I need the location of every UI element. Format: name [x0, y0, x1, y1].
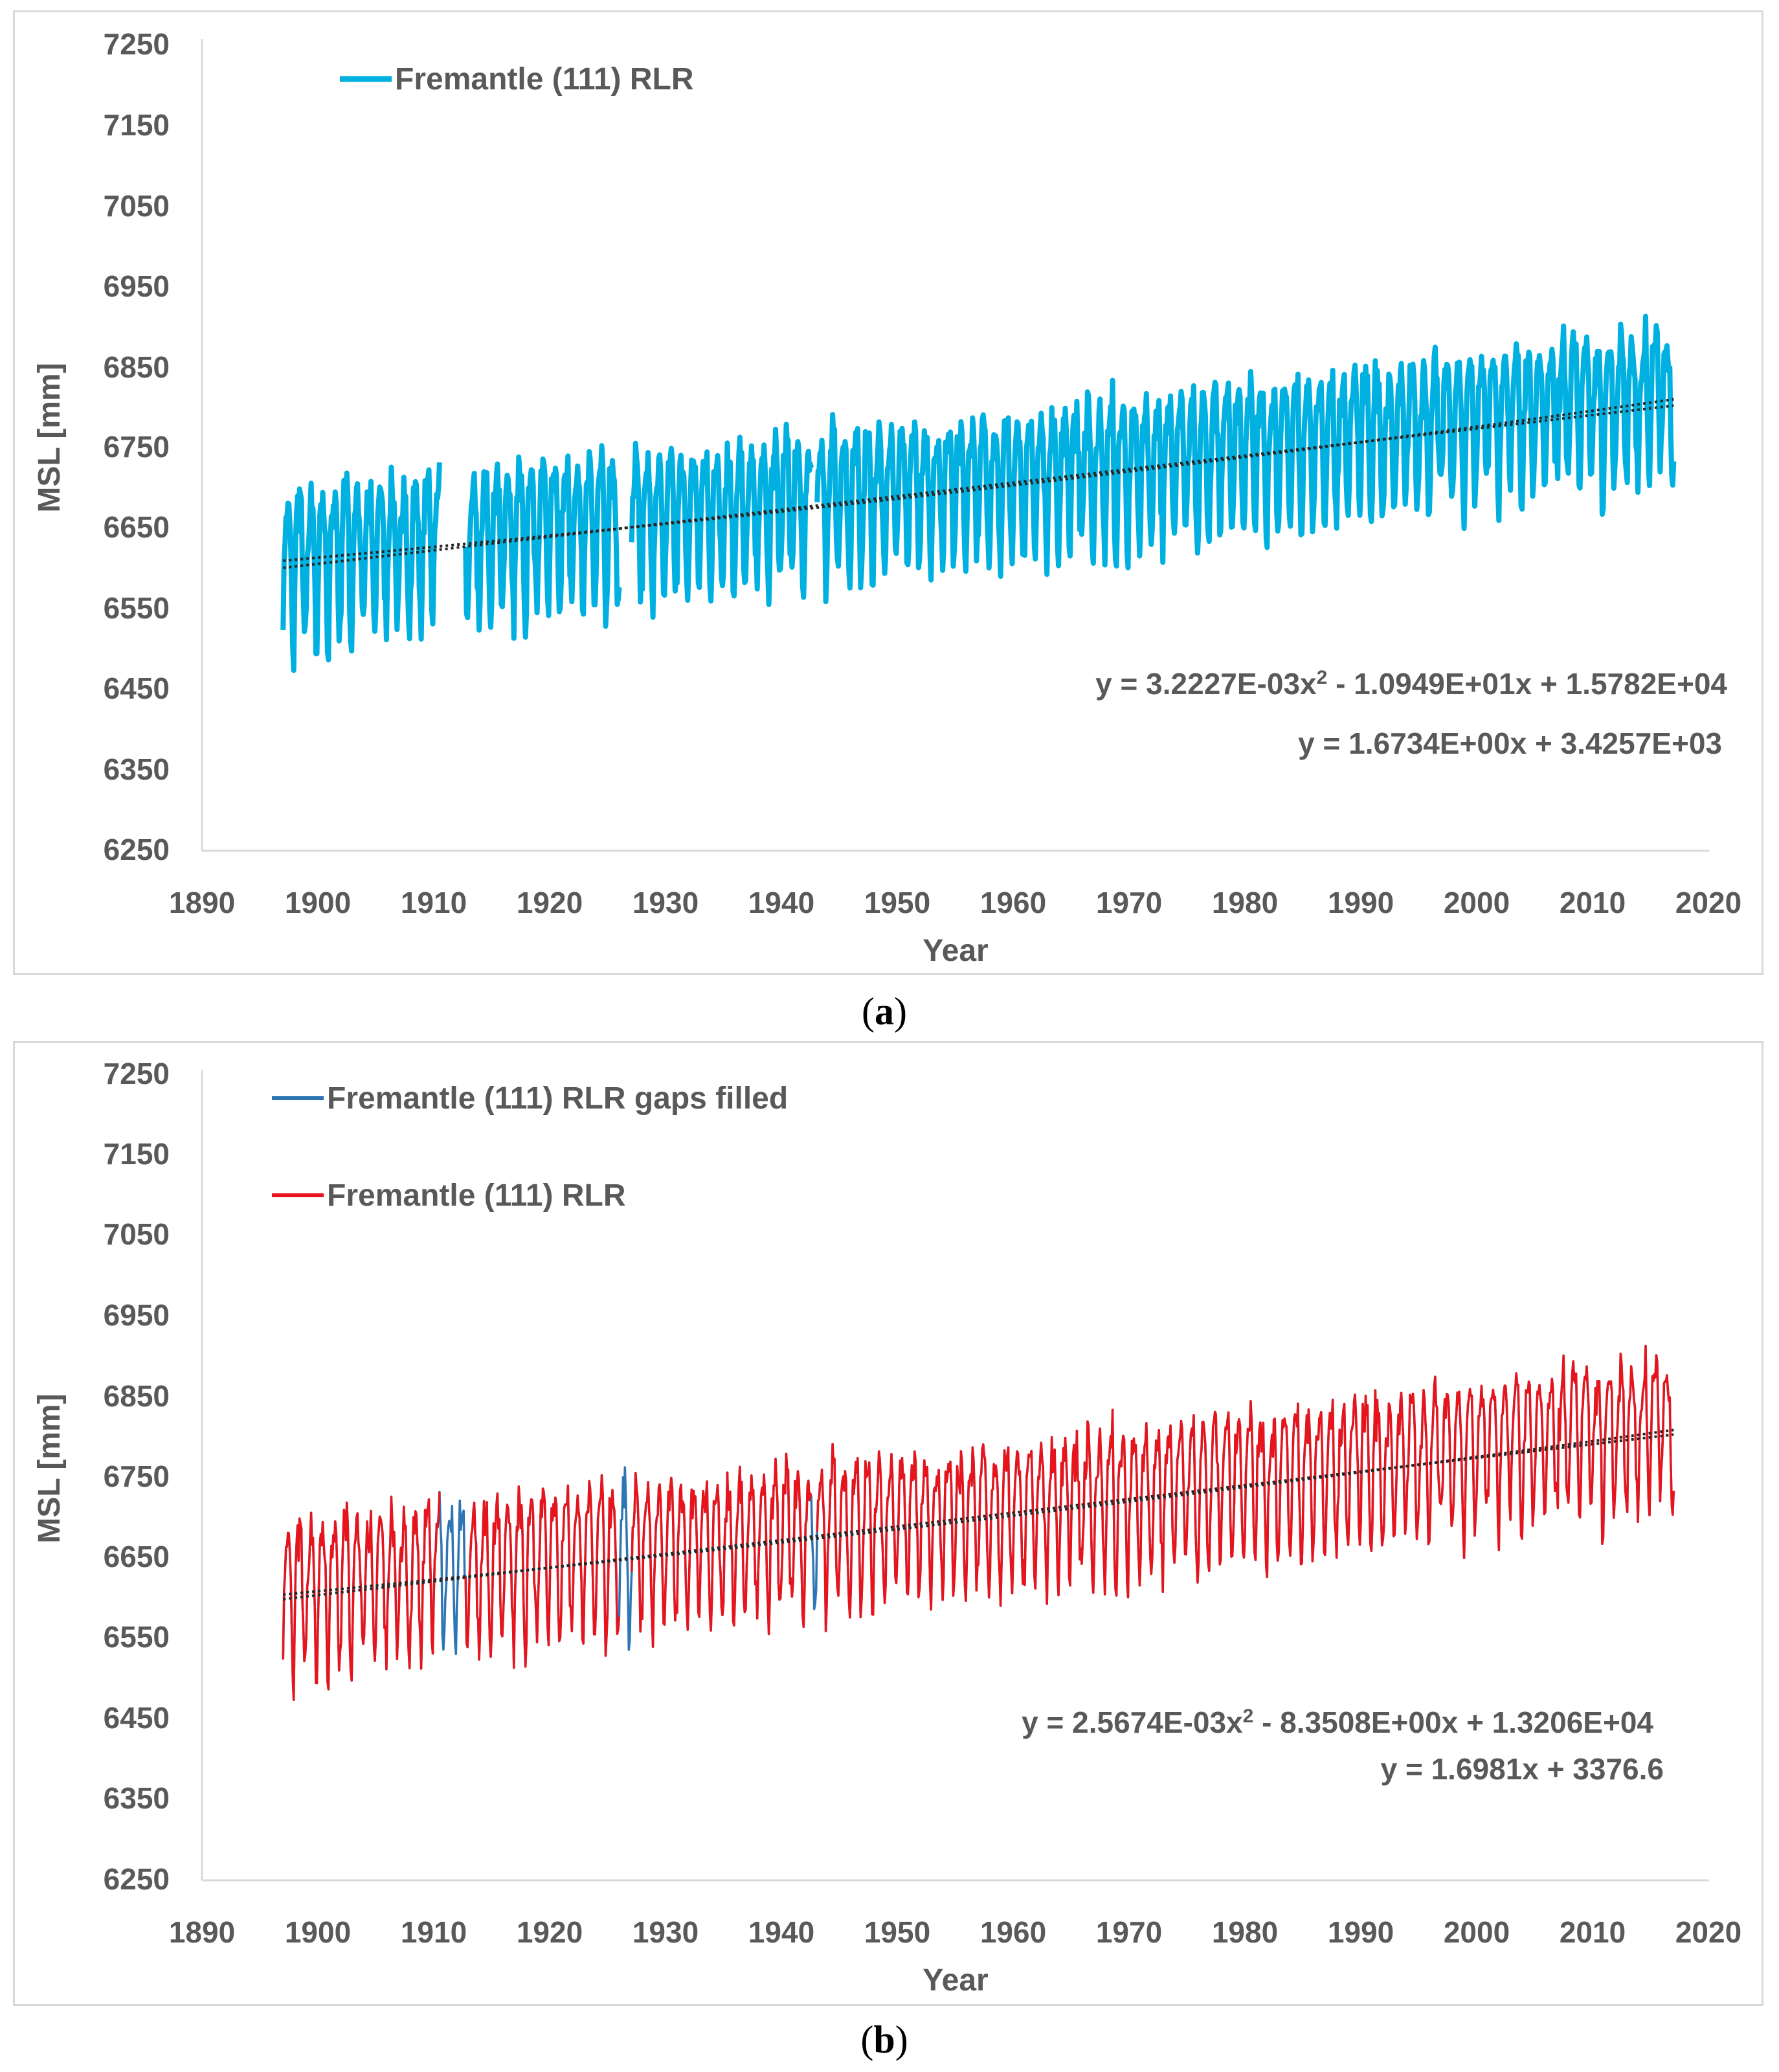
y-tick-labels: 7250 7150 7050 6950 6850 6750 6650 6550 …: [104, 27, 170, 866]
trendline-group: [283, 1428, 1674, 1601]
x-tick-label: 1960: [980, 886, 1046, 919]
legend: Fremantle (111) RLR gaps filled Fremantl…: [272, 1081, 788, 1213]
x-tick-label: 1980: [1212, 886, 1278, 919]
legend: Fremantle (111) RLR: [340, 62, 693, 96]
x-tick-label: 1990: [1328, 886, 1394, 919]
panel-b-letter: b: [873, 2018, 895, 2061]
y-tick-label: 7250: [104, 27, 170, 61]
y-tick-label: 6950: [104, 1298, 170, 1332]
poly-eq-exponent: 2: [1317, 667, 1328, 688]
x-tick-label: 1890: [169, 886, 235, 919]
polynomial-equation: y = 2.5674E-03x2 - 8.3508E+00x + 1.3206E…: [1022, 1706, 1653, 1740]
y-tick-label: 6750: [104, 1459, 170, 1493]
x-tick-label: 1960: [980, 1915, 1046, 1949]
y-tick-label: 6650: [104, 510, 170, 544]
x-tick-label: 2020: [1675, 886, 1741, 919]
x-tick-label: 1950: [864, 1915, 930, 1949]
panel-b-caption: (b): [860, 2018, 908, 2061]
y-axis-title: MSL [mm]: [32, 363, 67, 512]
x-tick-label: 1900: [285, 886, 351, 919]
y-tick-label: 6950: [104, 269, 170, 303]
x-tick-label: 1900: [285, 1915, 351, 1949]
poly-eq-head: y = 3.2227E-03x: [1095, 667, 1317, 701]
y-tick-label: 6250: [104, 833, 170, 866]
panel-a-caption: (a): [862, 990, 907, 1033]
x-tick-label: 1990: [1328, 1915, 1394, 1949]
trendline-linear: [283, 404, 1674, 569]
legend-label-gaps-filled: Fremantle (111) RLR gaps filled: [327, 1081, 788, 1116]
x-tick-label: 2020: [1675, 1915, 1741, 1949]
y-tick-label: 6550: [104, 1620, 170, 1654]
x-tick-label: 1890: [169, 1915, 235, 1949]
poly-eq-tail: - 8.3508E+00x + 1.3206E+04: [1253, 1706, 1653, 1739]
data-series-group: [282, 1344, 1675, 1702]
y-axis-title: MSL [mm]: [32, 1393, 67, 1543]
y-tick-label: 7150: [104, 108, 170, 142]
x-tick-label: 1910: [401, 886, 467, 919]
x-tick-label: 1920: [517, 1915, 583, 1949]
x-tick-labels: 1890 1900 1910 1920 1930 1940 1950 1960 …: [169, 886, 1741, 919]
x-tick-label: 1930: [632, 1915, 699, 1949]
chart-panel-b: 7250 7150 7050 6950 6850 6750 6650 6550 …: [32, 1057, 1741, 1998]
x-tick-label: 1970: [1096, 886, 1162, 919]
x-tick-label: 1950: [864, 886, 930, 919]
x-axis-title: Year: [923, 934, 988, 968]
trendline-equations: y = 2.5674E-03x2 - 8.3508E+00x + 1.3206E…: [1022, 1706, 1664, 1786]
x-tick-label: 1930: [632, 886, 699, 919]
y-tick-label: 6250: [104, 1862, 170, 1896]
y-tick-labels: 7250 7150 7050 6950 6850 6750 6650 6550 …: [104, 1057, 170, 1896]
y-tick-label: 6850: [104, 1379, 170, 1413]
linear-equation: y = 1.6734E+00x + 3.4257E+03: [1298, 726, 1722, 760]
x-axis-title: Year: [923, 1963, 988, 1998]
trendline-equations: y = 3.2227E-03x2 - 1.0949E+01x + 1.5782E…: [1095, 667, 1727, 761]
linear-equation: y = 1.6981x + 3376.6: [1381, 1752, 1664, 1786]
panel-a-letter: a: [875, 990, 894, 1033]
x-tick-label: 2000: [1444, 886, 1510, 919]
y-tick-label: 7250: [104, 1057, 170, 1090]
poly-eq-head: y = 2.5674E-03x: [1022, 1706, 1243, 1739]
trendline-group: [283, 398, 1674, 569]
x-tick-label: 2010: [1560, 886, 1626, 919]
y-tick-label: 7150: [104, 1137, 170, 1171]
legend-label-rlr: Fremantle (111) RLR: [327, 1178, 625, 1213]
x-tick-label: 2000: [1444, 1915, 1510, 1949]
x-tick-label: 1920: [517, 886, 583, 919]
trendline-linear: [283, 1433, 1674, 1601]
legend-label-rlr: Fremantle (111) RLR: [395, 62, 693, 96]
poly-eq-exponent: 2: [1243, 1706, 1254, 1727]
y-tick-label: 6550: [104, 591, 170, 625]
y-tick-label: 6350: [104, 1781, 170, 1815]
x-tick-label: 1940: [748, 886, 814, 919]
data-series-group: [280, 313, 1677, 673]
y-tick-label: 6850: [104, 350, 170, 384]
polynomial-equation: y = 3.2227E-03x2 - 1.0949E+01x + 1.5782E…: [1095, 667, 1727, 701]
x-tick-label: 1940: [748, 1915, 814, 1949]
chart-panel-a: 7250 7150 7050 6950 6850 6750 6650 6550 …: [32, 27, 1741, 968]
series-line-fremantle-111-rlr: [280, 313, 1677, 673]
y-tick-label: 6450: [104, 671, 170, 705]
x-tick-label: 2010: [1560, 1915, 1626, 1949]
panel-b-frame: [13, 1041, 1763, 2006]
poly-eq-tail: - 1.0949E+01x + 1.5782E+04: [1327, 667, 1727, 701]
x-tick-labels: 1890 1900 1910 1920 1930 1940 1950 1960 …: [169, 1915, 1741, 1949]
y-tick-label: 6350: [104, 752, 170, 786]
y-tick-label: 6650: [104, 1540, 170, 1573]
x-tick-label: 1980: [1212, 1915, 1278, 1949]
y-tick-label: 7050: [104, 189, 170, 223]
series-line-fremantle-111-rlr: [282, 1344, 1675, 1702]
x-tick-label: 1970: [1096, 1915, 1162, 1949]
x-tick-label: 1910: [401, 1915, 467, 1949]
y-tick-label: 7050: [104, 1217, 170, 1251]
y-tick-label: 6750: [104, 430, 170, 464]
y-tick-label: 6450: [104, 1701, 170, 1735]
